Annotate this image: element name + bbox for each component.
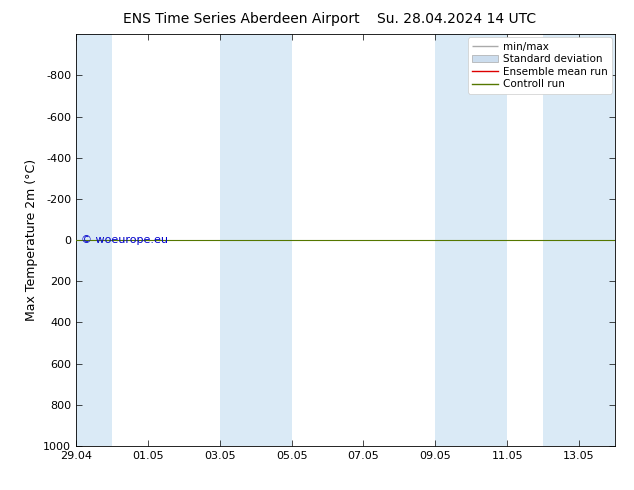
Text: Su. 28.04.2024 14 UTC: Su. 28.04.2024 14 UTC — [377, 12, 536, 26]
Legend: min/max, Standard deviation, Ensemble mean run, Controll run: min/max, Standard deviation, Ensemble me… — [467, 37, 612, 94]
Bar — [436, 34, 507, 446]
Y-axis label: Max Temperature 2m (°C): Max Temperature 2m (°C) — [25, 159, 37, 321]
Bar — [543, 34, 615, 446]
Bar — [76, 34, 112, 446]
Bar — [220, 34, 292, 446]
Text: ENS Time Series Aberdeen Airport: ENS Time Series Aberdeen Airport — [122, 12, 359, 26]
Text: © woeurope.eu: © woeurope.eu — [81, 235, 169, 245]
